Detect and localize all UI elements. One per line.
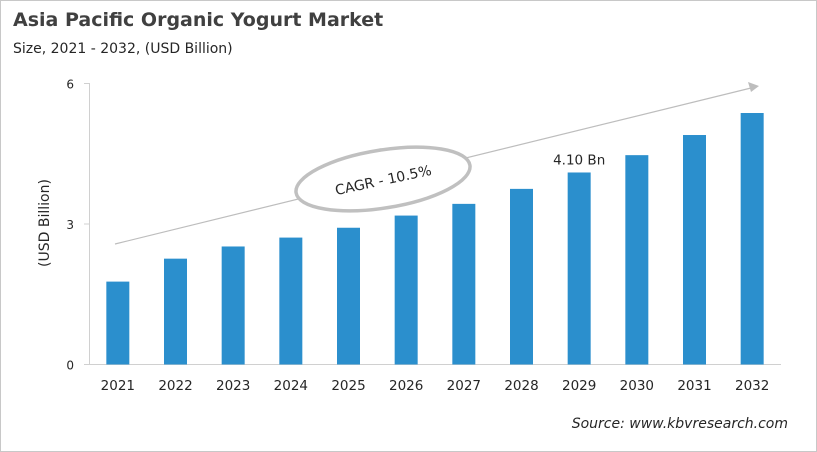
bar-2022: [164, 258, 187, 365]
bar-2031: [683, 135, 706, 365]
x-tick-label: 2028: [504, 378, 538, 394]
bar-2029: [567, 172, 591, 365]
bar-2025: [337, 227, 360, 365]
bar-2030: [625, 155, 649, 365]
bar-2027: [452, 203, 476, 365]
x-tick-label: 2024: [274, 378, 308, 394]
bar-2028: [510, 188, 533, 365]
source-note: Source: www.kbvresearch.com: [571, 416, 788, 432]
x-tick-label: 2031: [677, 378, 711, 394]
y-tick-label: 3: [66, 218, 74, 232]
x-tick-label: 2026: [389, 378, 423, 394]
chart-subtitle: Size, 2021 - 2032, (USD Billion): [13, 41, 233, 57]
bar-2023: [221, 246, 245, 365]
cagr-ellipse: [294, 145, 472, 213]
bar-2021: [106, 281, 130, 365]
chart-title: Asia Pacific Organic Yogurt Market: [13, 9, 384, 31]
bar-2032: [740, 113, 764, 365]
x-tick-label: 2029: [562, 378, 596, 394]
x-tick-label: 2032: [735, 378, 769, 394]
x-tick-label: 2021: [101, 378, 135, 394]
x-tick-label: 2022: [158, 378, 192, 394]
x-tick-label: 2027: [447, 378, 481, 394]
trend-arrow-head: [748, 82, 759, 92]
x-tick-label: 2023: [216, 378, 250, 394]
x-tick-label: 2030: [620, 378, 654, 394]
data-label: 4.10 Bn: [553, 152, 605, 168]
y-axis-label: (USD Billion): [37, 179, 53, 267]
x-tick-label: 2025: [331, 378, 365, 394]
bar-2026: [394, 215, 418, 365]
bar-2024: [279, 237, 303, 365]
y-tick-label: 0: [66, 359, 74, 373]
y-tick-label: 6: [66, 78, 74, 92]
